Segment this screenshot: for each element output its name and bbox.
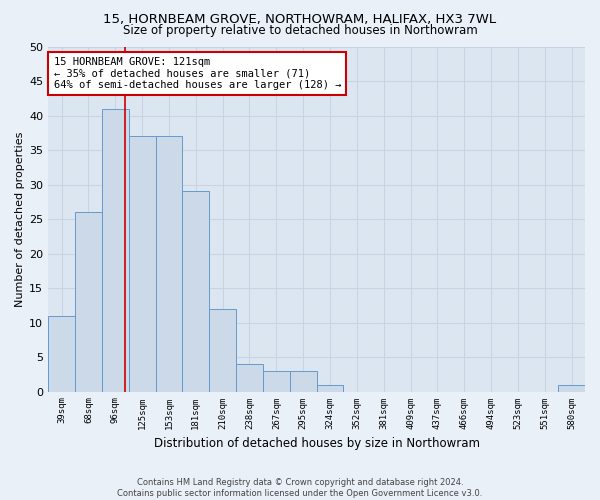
Bar	[263, 371, 290, 392]
Text: 15 HORNBEAM GROVE: 121sqm
← 35% of detached houses are smaller (71)
64% of semi-: 15 HORNBEAM GROVE: 121sqm ← 35% of detac…	[53, 57, 341, 90]
Bar	[290, 371, 317, 392]
Bar	[558, 384, 585, 392]
Bar	[155, 136, 182, 392]
Bar	[209, 308, 236, 392]
Text: Contains HM Land Registry data © Crown copyright and database right 2024.
Contai: Contains HM Land Registry data © Crown c…	[118, 478, 482, 498]
Text: 15, HORNBEAM GROVE, NORTHOWRAM, HALIFAX, HX3 7WL: 15, HORNBEAM GROVE, NORTHOWRAM, HALIFAX,…	[103, 12, 497, 26]
Bar	[128, 136, 155, 392]
Bar	[75, 212, 102, 392]
Bar	[48, 316, 75, 392]
X-axis label: Distribution of detached houses by size in Northowram: Distribution of detached houses by size …	[154, 437, 479, 450]
Bar	[317, 384, 343, 392]
Bar	[102, 108, 128, 392]
Text: Size of property relative to detached houses in Northowram: Size of property relative to detached ho…	[122, 24, 478, 37]
Y-axis label: Number of detached properties: Number of detached properties	[15, 132, 25, 306]
Bar	[236, 364, 263, 392]
Bar	[182, 192, 209, 392]
